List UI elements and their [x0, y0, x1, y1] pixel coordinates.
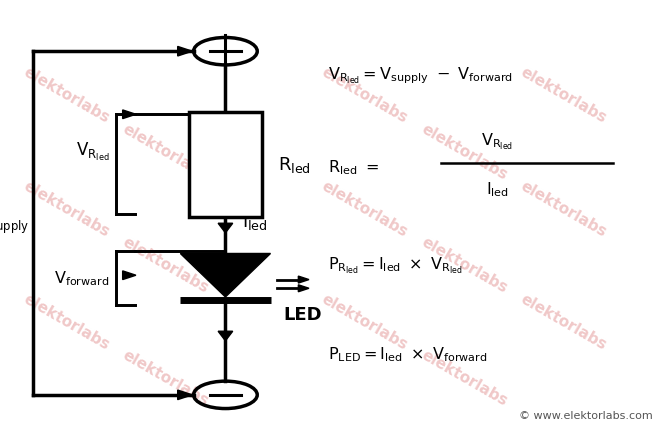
Text: elektorlabs: elektorlabs [120, 234, 211, 295]
Polygon shape [178, 390, 192, 400]
Text: elektorlabs: elektorlabs [21, 178, 112, 239]
Text: elektorlabs: elektorlabs [418, 122, 510, 182]
Polygon shape [180, 254, 271, 297]
Polygon shape [123, 111, 136, 119]
Text: elektorlabs: elektorlabs [418, 347, 510, 408]
Text: elektorlabs: elektorlabs [518, 178, 609, 239]
Text: elektorlabs: elektorlabs [120, 347, 211, 408]
Text: elektorlabs: elektorlabs [319, 178, 410, 239]
Text: elektorlabs: elektorlabs [21, 291, 112, 352]
Text: $\mathrm{V_{R_{led}} = V_{supply}\ -\ V_{forward}}$: $\mathrm{V_{R_{led}} = V_{supply}\ -\ V_… [328, 66, 513, 86]
Text: $\mathrm{R_{led}}$: $\mathrm{R_{led}}$ [278, 155, 312, 175]
Text: $\mathrm{V_{R_{led}}}$: $\mathrm{V_{R_{led}}}$ [481, 131, 513, 151]
Text: elektorlabs: elektorlabs [518, 291, 609, 352]
Polygon shape [298, 276, 309, 283]
Text: $\mathrm{P_{R_{led}} = I_{led}\ \times\ V_{R_{led}}}$: $\mathrm{P_{R_{led}} = I_{led}\ \times\ … [328, 254, 463, 275]
Text: $\mathrm{V_{R_{led}}}$: $\mathrm{V_{R_{led}}}$ [76, 141, 109, 163]
Bar [189, 113, 262, 217]
Text: elektorlabs: elektorlabs [120, 122, 211, 182]
Polygon shape [218, 332, 233, 341]
Text: elektorlabs: elektorlabs [518, 65, 609, 126]
Text: elektorlabs: elektorlabs [319, 65, 410, 126]
Text: elektorlabs: elektorlabs [418, 234, 510, 295]
Text: $\mathrm{P_{LED} = I_{led}\ \times\ V_{forward}}$: $\mathrm{P_{LED} = I_{led}\ \times\ V_{f… [328, 345, 488, 363]
Text: © www.elektorlabs.com: © www.elektorlabs.com [519, 410, 653, 420]
Text: $\mathrm{V_{forward}}$: $\mathrm{V_{forward}}$ [54, 269, 109, 288]
Polygon shape [218, 224, 233, 233]
Text: $\mathrm{R_{led}\ =}$: $\mathrm{R_{led}\ =}$ [328, 158, 379, 176]
Text: $\mathrm{I_{led}}$: $\mathrm{I_{led}}$ [486, 180, 509, 198]
Polygon shape [123, 271, 136, 280]
Polygon shape [298, 285, 309, 292]
Text: $\mathrm{I_{led}}$: $\mathrm{I_{led}}$ [242, 211, 268, 231]
Text: elektorlabs: elektorlabs [319, 291, 410, 352]
Polygon shape [178, 47, 192, 57]
Text: elektorlabs: elektorlabs [21, 65, 112, 126]
Text: $\mathrm{V_{supply}}$: $\mathrm{V_{supply}}$ [0, 212, 30, 235]
Text: LED: LED [284, 305, 322, 323]
